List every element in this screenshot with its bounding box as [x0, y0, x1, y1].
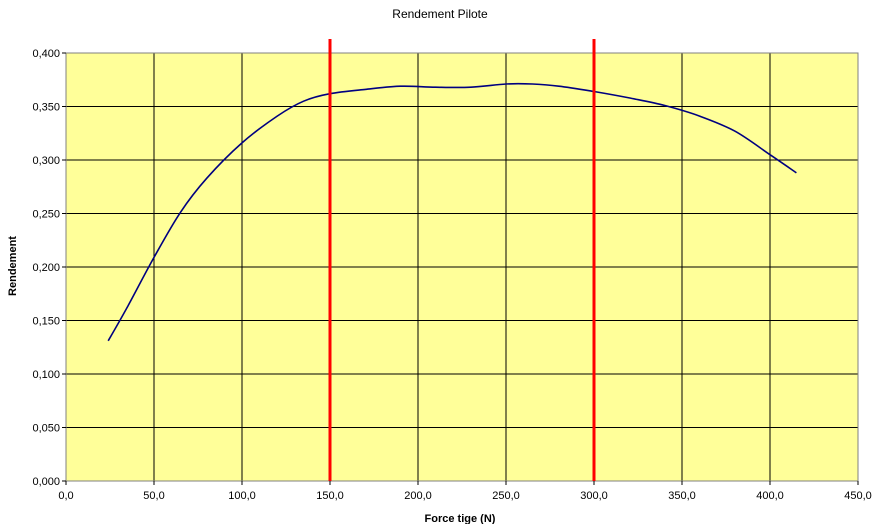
y-tick-label: 0,000 [32, 476, 60, 488]
chart-title: Rendement Pilote [392, 7, 488, 21]
x-tick-label: 100,0 [228, 490, 256, 502]
x-tick-label: 250,0 [492, 490, 520, 502]
y-tick-label: 0,100 [32, 369, 60, 381]
y-tick-label: 0,300 [32, 155, 60, 167]
x-tick-label: 300,0 [580, 490, 608, 502]
x-tick-label: 200,0 [404, 490, 432, 502]
x-tick-label: 0,0 [58, 490, 73, 502]
x-tick-label: 450,0 [844, 490, 872, 502]
series-line [107, 82, 797, 342]
y-tick-label: 0,200 [32, 262, 60, 274]
y-tick-label: 0,350 [32, 102, 60, 114]
y-axis-title: Rendement [7, 236, 19, 296]
x-tick-label: 50,0 [143, 490, 164, 502]
y-tick-label: 0,250 [32, 209, 60, 221]
x-tick-label: 400,0 [756, 490, 784, 502]
y-tick-label: 0,150 [32, 316, 60, 328]
plot-area: 0,0 50,0 100,0 150,0 200,0 250,0 300,0 350,0 400… [32, 39, 872, 502]
y-tick-label: 0,400 [32, 48, 60, 60]
x-tick-label: 350,0 [668, 490, 696, 502]
x-axis-title: Force tige (N) [425, 513, 496, 524]
x-tick-label: 150,0 [316, 490, 344, 502]
y-tick-label: 0,050 [32, 423, 60, 435]
